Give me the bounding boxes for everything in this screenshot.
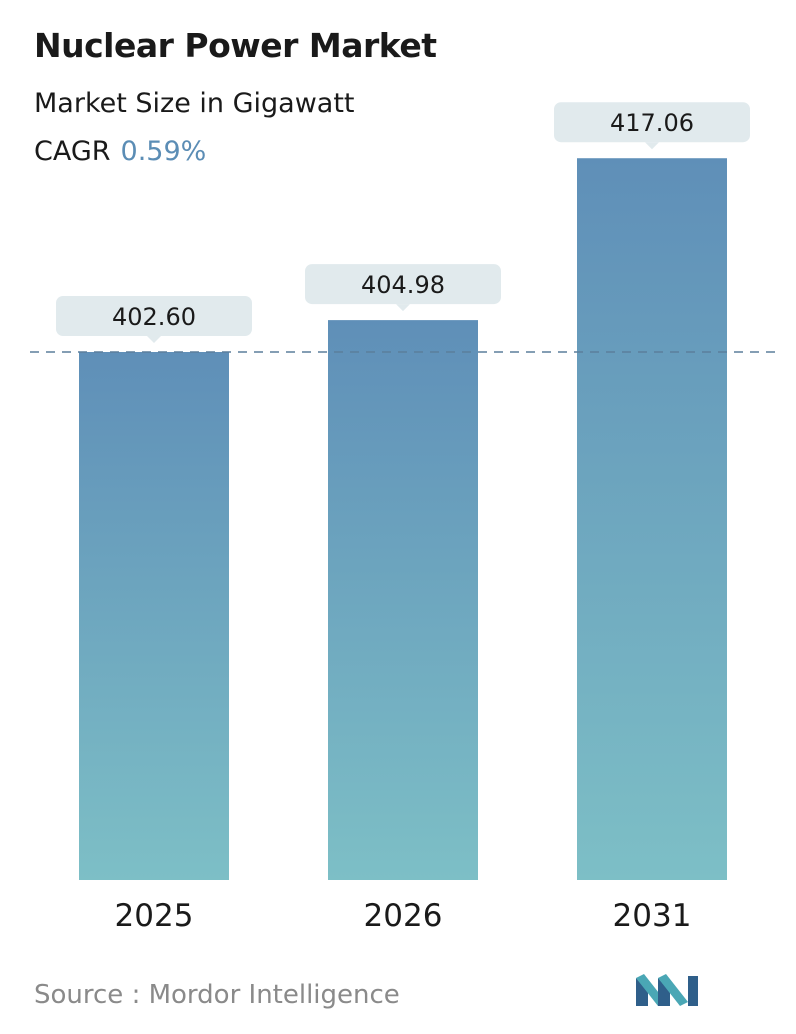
cagr-value: 0.59% bbox=[120, 136, 207, 167]
value-label-pointer bbox=[147, 336, 161, 343]
source-text: Source : Mordor Intelligence bbox=[34, 980, 400, 1010]
value-label-pointer bbox=[645, 142, 659, 150]
value-label-2026: 404.98 bbox=[305, 264, 501, 312]
value-label-2025: 402.60 bbox=[56, 296, 252, 343]
bar-2031 bbox=[577, 158, 727, 880]
bars-layer bbox=[79, 158, 727, 880]
value-label-text: 402.60 bbox=[112, 303, 196, 331]
bar-2025 bbox=[79, 352, 229, 880]
mordor-intelligence-logo-icon bbox=[636, 974, 698, 1006]
chart-title: Nuclear Power Market bbox=[34, 26, 437, 65]
value-label-2031: 417.06 bbox=[554, 102, 750, 150]
value-label-pointer bbox=[396, 304, 410, 312]
value-labels-layer: 402.60 404.98 417.06 bbox=[56, 102, 750, 343]
x-tick-labels-layer: 2025 2026 2031 bbox=[115, 898, 692, 934]
x-tick-label-2025: 2025 bbox=[115, 898, 194, 934]
x-tick-label-2026: 2026 bbox=[364, 898, 443, 934]
bar-2026 bbox=[328, 320, 478, 880]
value-label-text: 417.06 bbox=[610, 109, 694, 137]
cagr-label: CAGR bbox=[34, 136, 111, 167]
chart-subtitle: Market Size in Gigawatt bbox=[34, 88, 355, 119]
cagr-line: CAGR 0.59% bbox=[34, 136, 206, 167]
value-label-bubble bbox=[305, 264, 501, 305]
value-label-bubble bbox=[554, 102, 750, 143]
value-label-bubble bbox=[56, 296, 252, 336]
value-label-text: 404.98 bbox=[361, 271, 445, 299]
x-tick-label-2031: 2031 bbox=[613, 898, 692, 934]
